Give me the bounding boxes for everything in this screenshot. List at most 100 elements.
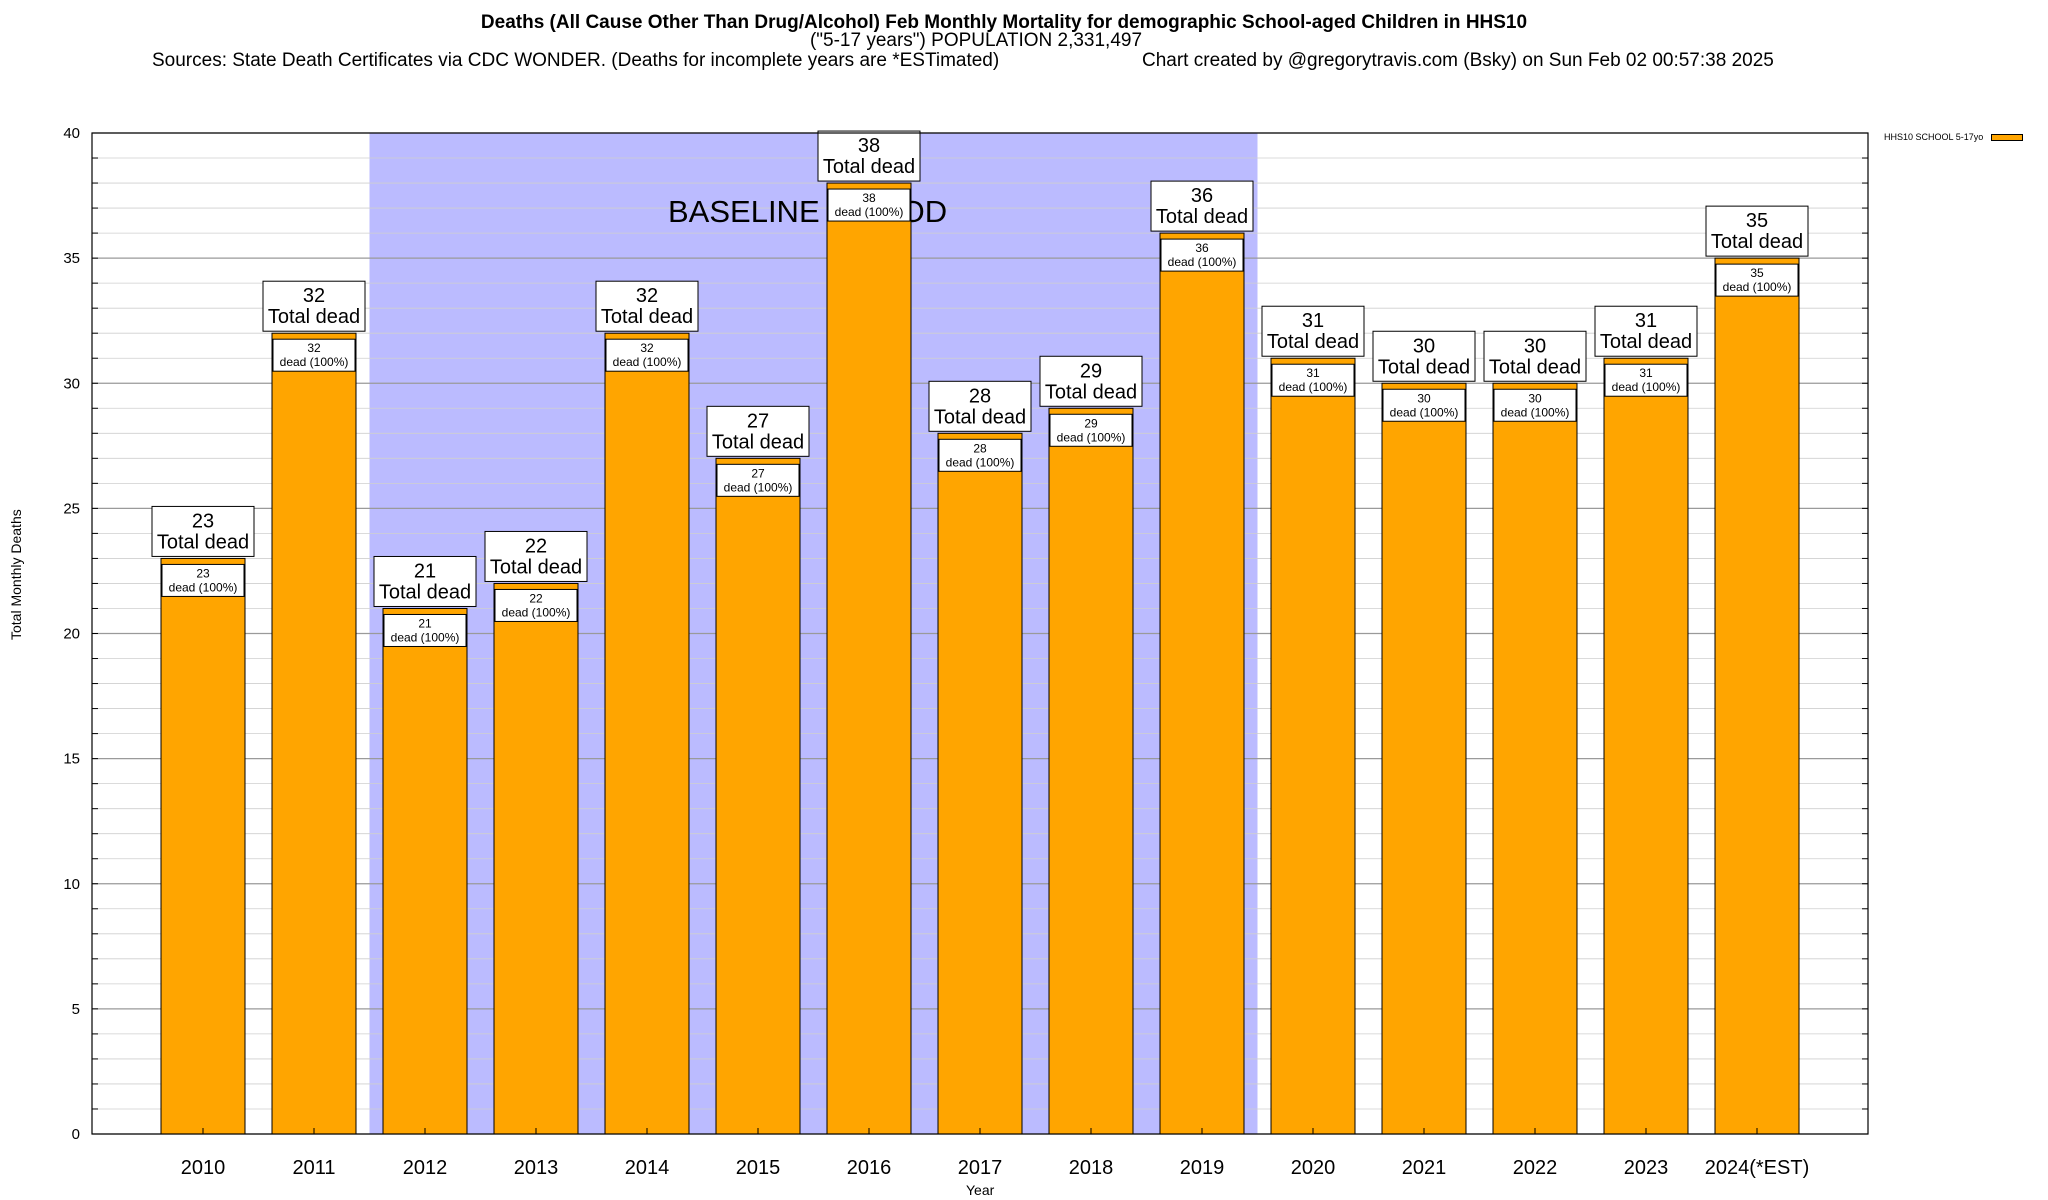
- bar-top-label-box: [595, 280, 699, 332]
- bar-inner-value-label: 38: [862, 191, 876, 205]
- bar-top-label-box: [928, 380, 1032, 432]
- bar-inner-percent-label: dead (100%): [1612, 380, 1681, 394]
- bar-inner-value-label: 22: [529, 591, 543, 605]
- bar-total-dead-label: Total dead: [1267, 331, 1359, 353]
- bar-inner-label-box: [827, 188, 911, 222]
- bar-inner-percent-label: dead (100%): [280, 355, 349, 369]
- bar-inner-value-label: 31: [1639, 366, 1653, 380]
- bar: [715, 457, 801, 1135]
- bar: [937, 432, 1023, 1135]
- x-tick-label: 2017: [958, 1157, 1003, 1179]
- bar-total-dead-label: Total dead: [157, 531, 249, 553]
- bar-total-dead-label: Total dead: [601, 306, 693, 328]
- bar-value-label: 36: [1191, 185, 1213, 207]
- bar-inner-value-label: 32: [640, 341, 654, 355]
- bar-top-label-box: [1372, 330, 1476, 382]
- bar-inner-percent-label: dead (100%): [946, 455, 1015, 469]
- bar-value-label: 21: [414, 560, 436, 582]
- bar-inner-percent-label: dead (100%): [1723, 280, 1792, 294]
- bar-inner-value-label: 31: [1306, 366, 1320, 380]
- x-tick-label: 2022: [1513, 1157, 1558, 1179]
- legend-swatch: [1991, 133, 2024, 141]
- bar: [1159, 232, 1245, 1135]
- bar-top-label-box: [484, 530, 588, 582]
- bar-inner-value-label: 27: [751, 466, 765, 480]
- y-tick-label: 25: [63, 500, 80, 517]
- bar-inner-label-box: [938, 438, 1022, 472]
- bar-inner-percent-label: dead (100%): [1057, 430, 1126, 444]
- bar-inner-value-label: 30: [1528, 391, 1542, 405]
- bar-inner-value-label: 35: [1750, 266, 1764, 280]
- bar-inner-label-box: [1493, 388, 1577, 422]
- x-tick-label: 2016: [847, 1157, 892, 1179]
- bar-total-dead-label: Total dead: [1489, 356, 1581, 378]
- bar-inner-percent-label: dead (100%): [835, 205, 904, 219]
- bar: [160, 557, 246, 1135]
- bar-value-label: 35: [1746, 210, 1768, 232]
- bar-total-dead-label: Total dead: [823, 156, 915, 178]
- bar: [1603, 357, 1689, 1135]
- bar: [604, 332, 690, 1135]
- bar-inner-percent-label: dead (100%): [613, 355, 682, 369]
- bar-inner-value-label: 29: [1084, 416, 1098, 430]
- bar-inner-value-label: 32: [307, 341, 321, 355]
- bar-value-label: 31: [1302, 310, 1324, 332]
- bar-inner-value-label: 23: [196, 566, 210, 580]
- bar-top-label-box: [817, 130, 921, 182]
- bar-total-dead-label: Total dead: [712, 431, 804, 453]
- x-tick-label: 2014: [625, 1157, 670, 1179]
- bar-inner-label-box: [1604, 363, 1688, 397]
- bar-value-label: 22: [525, 535, 547, 557]
- bar: [1381, 382, 1467, 1135]
- bar-top-label-box: [1483, 330, 1587, 382]
- x-tick-label: 2010: [181, 1157, 226, 1179]
- bar-value-label: 28: [969, 385, 991, 407]
- plot-frame: [91, 132, 1869, 1135]
- bar-inner-label-box: [494, 588, 578, 622]
- bar-total-dead-label: Total dead: [1156, 206, 1248, 228]
- bar-value-label: 31: [1635, 310, 1657, 332]
- bar-inner-label-box: [272, 338, 356, 372]
- x-tick-label: 2021: [1402, 1157, 1447, 1179]
- bar-total-dead-label: Total dead: [1711, 231, 1803, 253]
- x-tick-label: 2015: [736, 1157, 781, 1179]
- y-tick-label: 20: [63, 626, 80, 643]
- bar-top-label-box: [262, 280, 366, 332]
- bar-top-label-box: [1039, 355, 1143, 407]
- bar-inner-value-label: 28: [973, 441, 987, 455]
- bar: [826, 182, 912, 1135]
- bar-inner-percent-label: dead (100%): [1390, 405, 1459, 419]
- chart-sources: Sources: State Death Certificates via CD…: [152, 50, 1000, 71]
- bar-inner-label-box: [383, 613, 467, 647]
- x-tick-label: 2024(*EST): [1705, 1157, 1810, 1179]
- x-tick-label: 2020: [1291, 1157, 1336, 1179]
- bar-inner-percent-label: dead (100%): [1168, 255, 1237, 269]
- bar-top-label-box: [1261, 305, 1365, 357]
- bar-inner-label-box: [1382, 388, 1466, 422]
- y-tick-label: 0: [72, 1126, 80, 1143]
- bar: [493, 582, 579, 1135]
- bar-top-label-box: [1594, 305, 1698, 357]
- x-tick-label: 2019: [1180, 1157, 1225, 1179]
- bar-inner-label-box: [1271, 363, 1355, 397]
- y-tick-label: 30: [63, 375, 80, 392]
- chart-credit: Chart created by @gregorytravis.com (Bsk…: [1142, 50, 1774, 71]
- bar-value-label: 32: [303, 285, 325, 307]
- bar-inner-percent-label: dead (100%): [1279, 380, 1348, 394]
- bar-top-label-box: [151, 505, 255, 557]
- x-axis-label: Year: [966, 1182, 995, 1198]
- bar-value-label: 32: [636, 285, 658, 307]
- bar-total-dead-label: Total dead: [268, 306, 360, 328]
- bar-top-label-box: [1150, 180, 1254, 232]
- bar-value-label: 38: [858, 135, 880, 157]
- bar-total-dead-label: Total dead: [1600, 331, 1692, 353]
- bar-inner-label-box: [716, 463, 800, 497]
- bar-value-label: 29: [1080, 360, 1102, 382]
- y-tick-label: 35: [63, 250, 80, 267]
- y-tick-label: 10: [63, 876, 80, 893]
- bar: [1714, 257, 1800, 1135]
- bar-inner-percent-label: dead (100%): [724, 480, 793, 494]
- bar-inner-value-label: 30: [1417, 391, 1431, 405]
- bar-inner-percent-label: dead (100%): [169, 580, 238, 594]
